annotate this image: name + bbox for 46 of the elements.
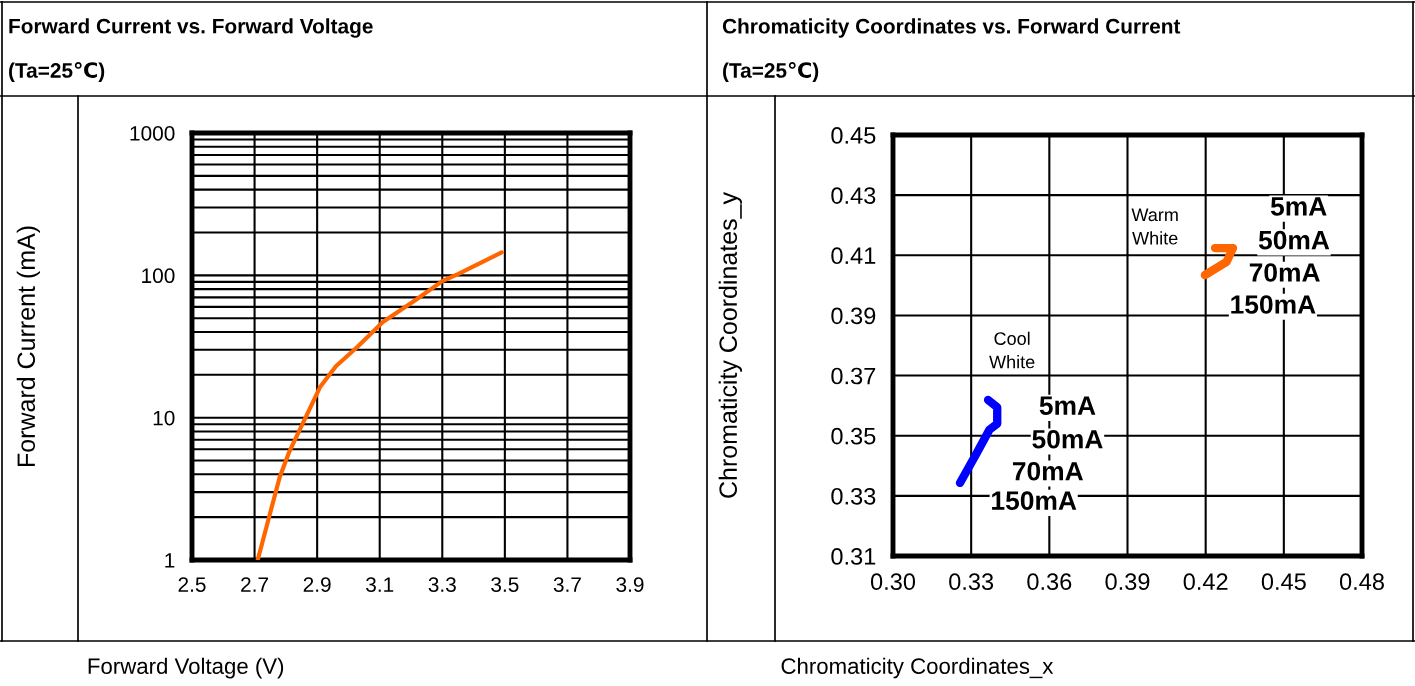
y-tick-label: 0.31 bbox=[831, 548, 876, 565]
x-tick-label: 0.48 bbox=[1339, 573, 1384, 591]
y-tick-label: 0.39 bbox=[831, 307, 876, 325]
chart-subtitle: (Ta=25℃) bbox=[723, 62, 819, 82]
x-axis-title: Chromaticity Coordinates_x bbox=[781, 657, 1054, 679]
annotation: 150mA bbox=[992, 491, 1077, 511]
annotation: 50mA bbox=[1258, 230, 1330, 250]
chart-subtitle: (Ta=25℃) bbox=[9, 62, 105, 82]
x-tick-label: 2.5 bbox=[178, 577, 206, 592]
x-tick-label: 2.7 bbox=[241, 577, 269, 592]
y-tick-label: 0.33 bbox=[831, 487, 876, 505]
x-tick-label: 3.5 bbox=[491, 577, 519, 592]
x-tick-label: 3.1 bbox=[366, 577, 394, 592]
x-tick-label: 0.39 bbox=[1105, 573, 1150, 591]
chart-title: Chromaticity Coordinates vs. Forward Current bbox=[722, 18, 1181, 38]
annotation: Cool White bbox=[989, 331, 1035, 369]
x-tick-label: 3.9 bbox=[616, 577, 644, 592]
x-tick-label: 3.7 bbox=[553, 577, 581, 592]
x-tick-label: 0.45 bbox=[1261, 573, 1306, 591]
annotation: 70mA bbox=[1249, 263, 1320, 282]
y-tick-label: 10 bbox=[153, 410, 175, 426]
annotation: 5mA bbox=[1039, 396, 1096, 415]
chart-title: Forward Current vs. Forward Voltage bbox=[9, 18, 373, 38]
y-tick-label: 0.35 bbox=[831, 427, 876, 445]
annotation: 150mA bbox=[1231, 295, 1316, 314]
line-series bbox=[255, 250, 504, 560]
x-tick-label: 2.9 bbox=[303, 577, 331, 592]
y-axis-title: Forward Current (mA) bbox=[16, 226, 40, 466]
y-tick-label: 1 bbox=[165, 553, 175, 568]
annotation: 70mA bbox=[1012, 461, 1084, 481]
x-tick-label: 0.36 bbox=[1027, 573, 1072, 591]
x-tick-label: 0.30 bbox=[870, 573, 916, 591]
y-tick-label: 0.45 bbox=[831, 127, 876, 144]
y-tick-label: 0.37 bbox=[831, 367, 876, 385]
annotation: Warm White bbox=[1131, 208, 1178, 245]
y-tick-label: 100 bbox=[142, 268, 175, 284]
y-axis-title: Chromaticity Coordinates_y bbox=[718, 192, 742, 498]
y-tick-label: 0.43 bbox=[831, 187, 876, 204]
y-tick-label: 1000 bbox=[130, 126, 175, 141]
x-tick-label: 0.42 bbox=[1183, 573, 1228, 591]
x-axis-title: Forward Voltage (V) bbox=[88, 657, 284, 679]
y-tick-label: 0.41 bbox=[831, 247, 876, 265]
x-tick-label: 3.3 bbox=[428, 577, 456, 592]
x-tick-label: 0.33 bbox=[949, 573, 994, 591]
annotation: 50mA bbox=[1032, 429, 1103, 449]
annotation: 5mA bbox=[1270, 197, 1327, 216]
